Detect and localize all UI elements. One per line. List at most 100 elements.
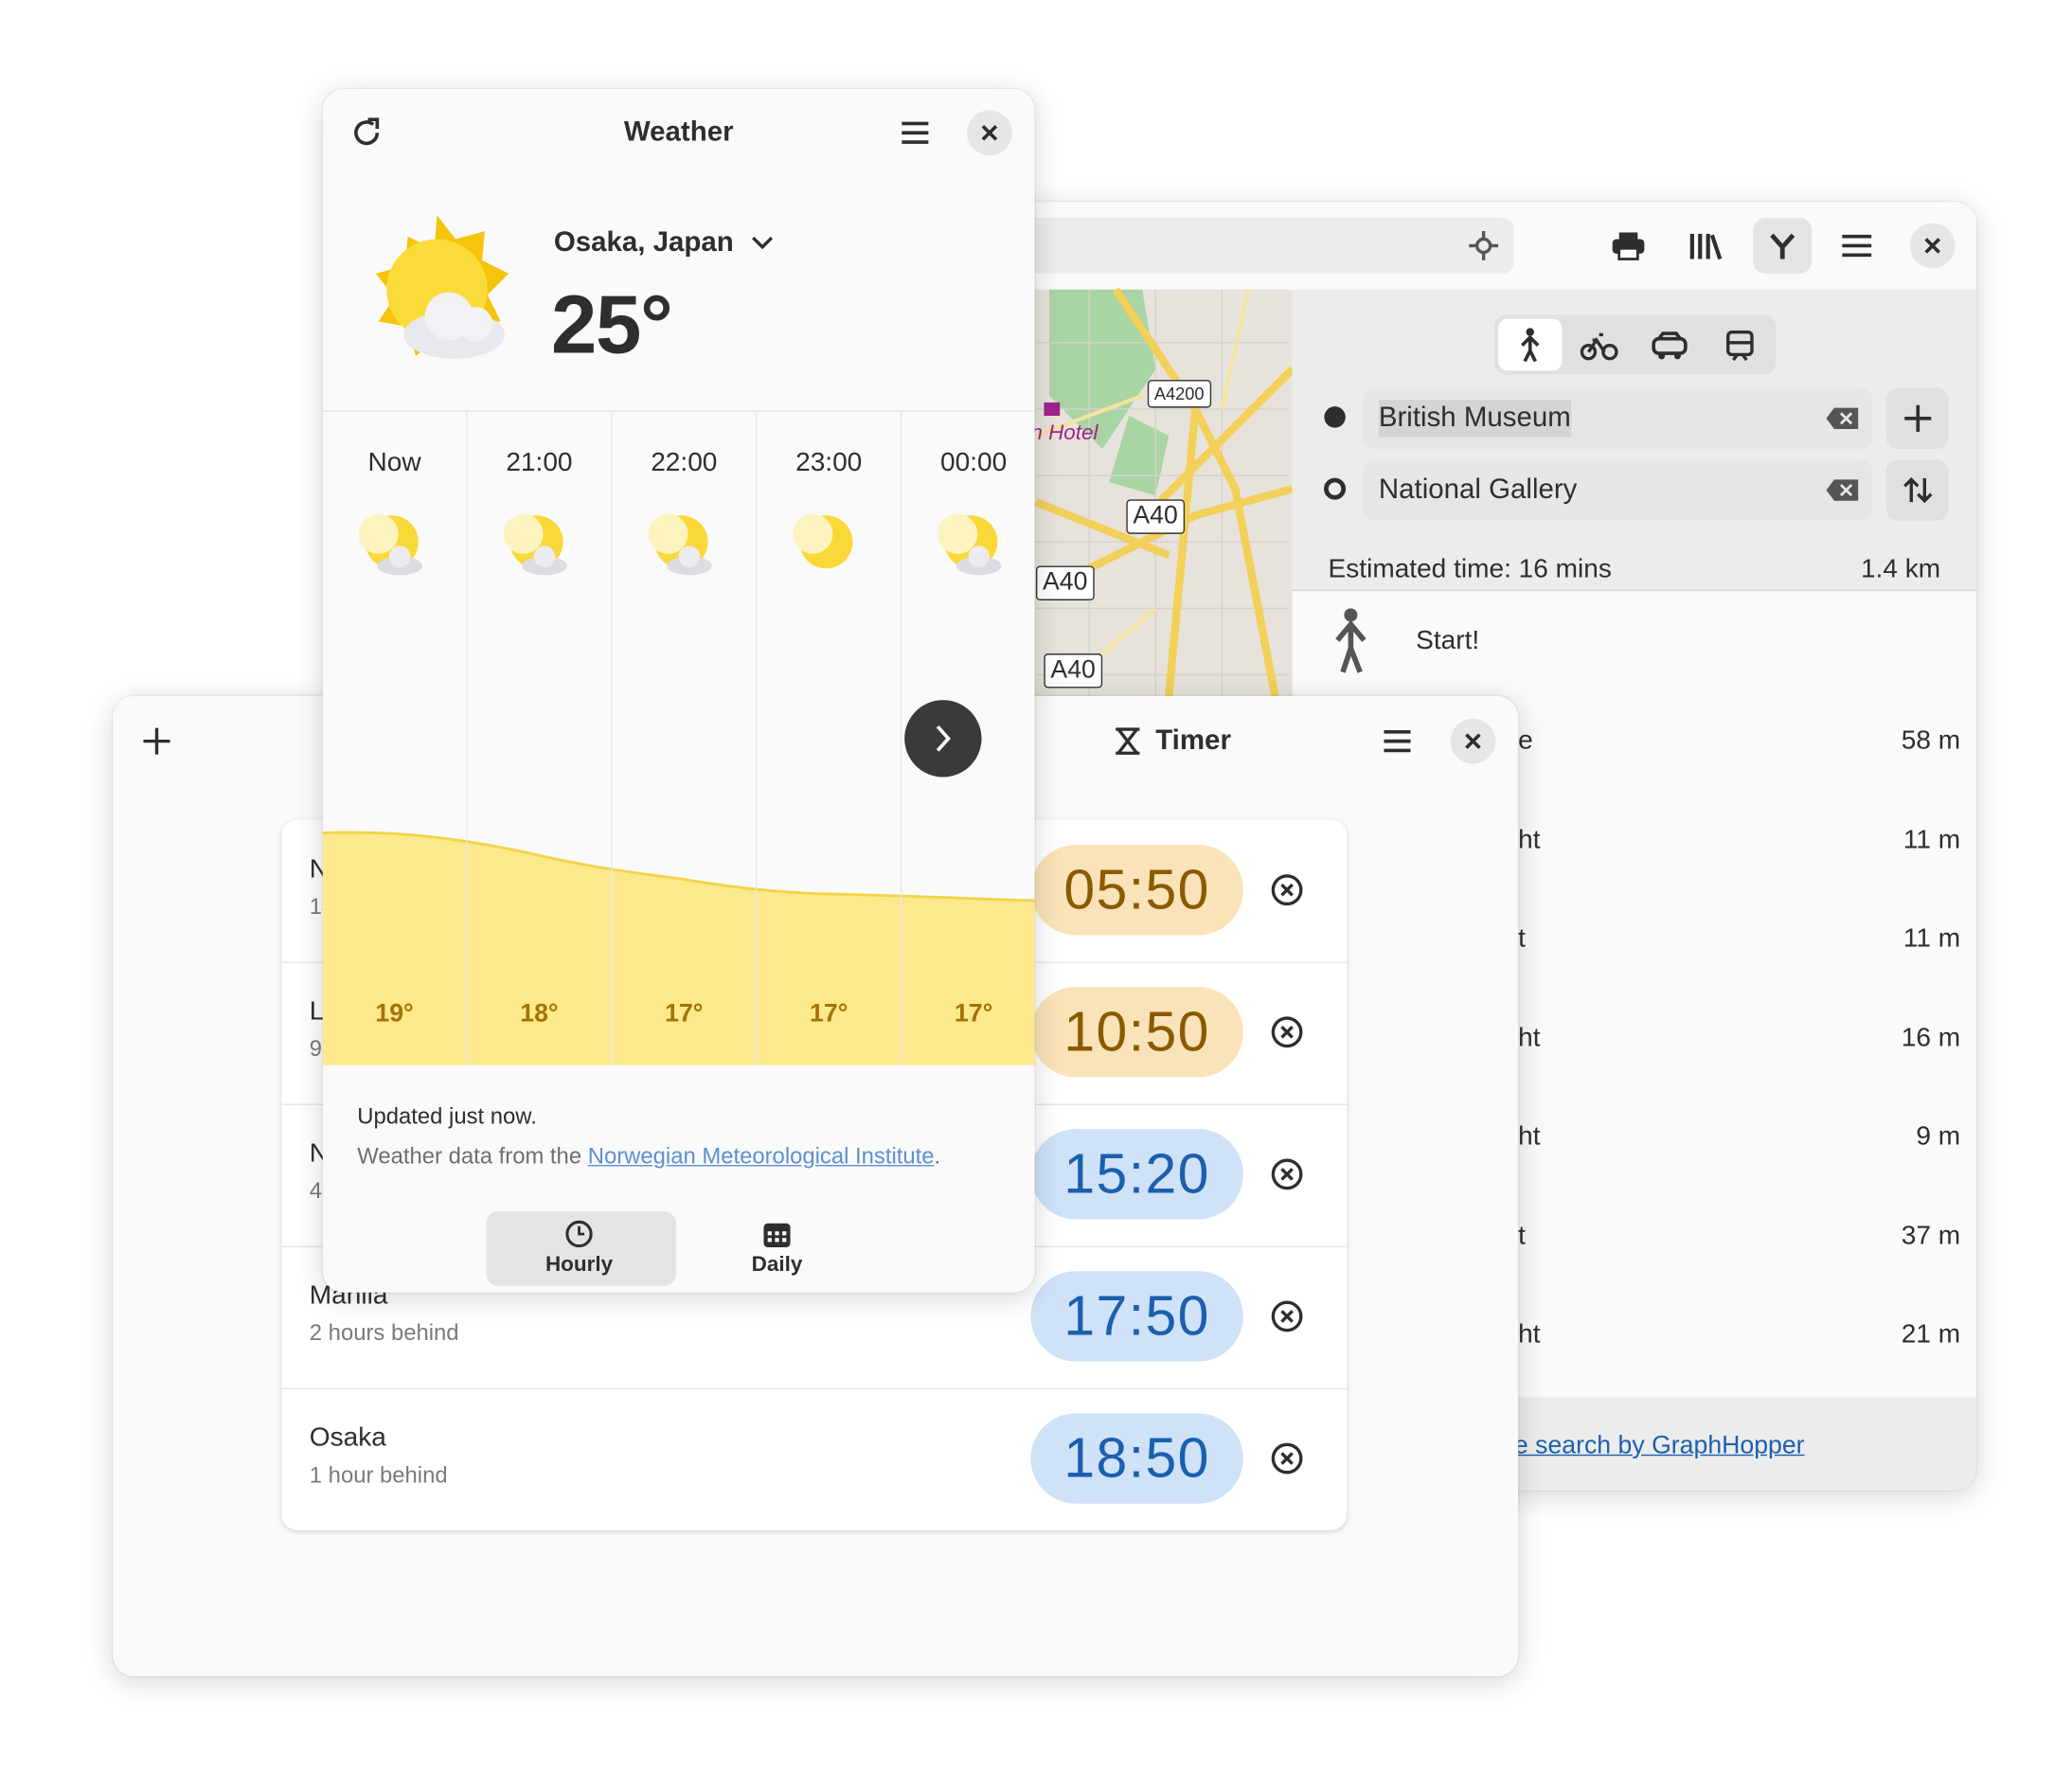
delete-icon: [1271, 1158, 1303, 1190]
origin-dot: [1324, 406, 1346, 428]
updated-text: Updated just now.: [357, 1103, 537, 1130]
window-title: Weather: [623, 116, 734, 148]
menu-button[interactable]: [1841, 234, 1873, 258]
weather-window: Weather Osaka, Japan 25° Now 19° 21:00 18° 2…: [322, 88, 1035, 1293]
step-distance: 11 m: [1902, 824, 1961, 854]
location[interactable]: Osaka, Japan: [553, 226, 734, 259]
hour-temperature: 18°: [520, 1000, 559, 1029]
clock-name: Osaka: [309, 1422, 386, 1453]
delete-button[interactable]: [1270, 1157, 1304, 1191]
hour-icon: [938, 513, 1002, 576]
road-label: A40: [1044, 653, 1102, 689]
hourly-tab[interactable]: [486, 1211, 676, 1286]
delete-icon: [1280, 883, 1294, 897]
cloud: [388, 546, 411, 567]
delete-button[interactable]: [1270, 1015, 1304, 1049]
tab-label[interactable]: Hourly: [545, 1254, 614, 1277]
delete-icon: [1280, 1452, 1294, 1465]
delete-button[interactable]: [1270, 872, 1304, 906]
credit-link[interactable]: Norwegian Meteorological Institute: [587, 1143, 935, 1170]
window-title: Timer: [1155, 724, 1231, 757]
road-label: A4200: [1147, 380, 1211, 408]
route-icon: [1770, 233, 1795, 259]
next-button[interactable]: [904, 700, 982, 778]
menu-button[interactable]: [1383, 729, 1412, 753]
tab-label[interactable]: Daily: [751, 1254, 803, 1277]
menu-button[interactable]: [901, 121, 930, 145]
delete-icon: [1280, 1025, 1294, 1039]
weather-icon: [375, 215, 509, 359]
poi-label: n Hotel: [1030, 422, 1099, 445]
time-pill: 18:50: [1030, 1413, 1243, 1504]
temperature-area: [322, 831, 1035, 1065]
car-mode[interactable]: [1651, 331, 1688, 360]
location-icon[interactable]: [1468, 230, 1500, 262]
bike-mode[interactable]: [1580, 331, 1618, 361]
cloud: [533, 546, 556, 567]
clear-button[interactable]: [1825, 406, 1859, 430]
origin-text[interactable]: British Museum: [1378, 400, 1571, 438]
delete-button[interactable]: [1270, 1441, 1304, 1476]
library-button[interactable]: [1688, 231, 1723, 260]
walk-step-icon: [1335, 608, 1366, 673]
hour-icon: [648, 513, 712, 576]
step-text: t: [1518, 1220, 1526, 1250]
step-distance: 9 m: [1916, 1121, 1961, 1152]
hour-label: 22:00: [651, 448, 718, 478]
hour-temperature: 17°: [665, 1000, 704, 1029]
time-pill: 05:50: [1030, 845, 1243, 936]
delete-icon: [1271, 1016, 1303, 1048]
add-button[interactable]: [142, 726, 171, 756]
column-divider: [756, 411, 758, 1065]
delete-icon: [1280, 1310, 1294, 1323]
moon-shadow: [938, 513, 978, 554]
clock-name: L: [309, 996, 325, 1027]
hour-icon: [793, 513, 853, 569]
transit-mode[interactable]: [1724, 330, 1757, 362]
destination-text[interactable]: National Gallery: [1378, 474, 1578, 505]
close-icon: [1465, 733, 1481, 749]
step-distance: 37 m: [1901, 1220, 1961, 1250]
clear-button[interactable]: [1825, 478, 1859, 502]
step-distance: 11 m: [1902, 923, 1961, 954]
step-text: ht: [1518, 824, 1541, 854]
time-pill: 17:50: [1030, 1271, 1243, 1362]
delete-icon: [1280, 1168, 1294, 1181]
refresh-button[interactable]: [350, 116, 383, 149]
credit-suffix: .: [934, 1143, 941, 1170]
walk-icon: [1521, 328, 1540, 363]
graphhopper-link[interactable]: e search by GraphHopper: [1513, 1431, 1805, 1460]
moon-shadow: [358, 513, 399, 554]
hour-icon: [503, 513, 567, 576]
credit-prefix: Weather data from the: [357, 1143, 582, 1170]
step-text: ht: [1518, 1121, 1541, 1152]
hour-label: 00:00: [939, 448, 1008, 478]
step-distance: 58 m: [1901, 725, 1961, 756]
destination-entry[interactable]: [1363, 459, 1873, 521]
cloud: [968, 546, 990, 567]
timer-icon: [1116, 727, 1140, 755]
add-icon: [1904, 404, 1932, 432]
current-temperature: 25°: [551, 279, 673, 372]
delete-button[interactable]: [1270, 1299, 1304, 1333]
print-button[interactable]: [1611, 231, 1645, 260]
credit: Weather data from the Norwegian Meteorol…: [357, 1144, 940, 1171]
clock-detail: 2 hours behind: [309, 1320, 459, 1346]
hourly-icon: [565, 1220, 593, 1248]
moon-shadow: [648, 513, 688, 554]
time-pill: 10:50: [1030, 987, 1243, 1078]
swap-icon: [1903, 476, 1933, 504]
clock-detail: 9: [309, 1035, 323, 1062]
route-distance: 1.4 km: [1860, 554, 1941, 584]
swap-button[interactable]: [1885, 459, 1949, 521]
column-divider: [466, 411, 468, 1065]
hour-label: 23:00: [795, 448, 863, 478]
location-chevron[interactable]: [752, 236, 774, 250]
separator: [322, 410, 1035, 412]
column-divider: [611, 411, 613, 1065]
time-pill: 15:20: [1030, 1129, 1243, 1220]
delete-icon: [1271, 1442, 1303, 1475]
hourly-forecast: Now 19° 21:00 18° 22:00 17° 23:00 17° 00:00 17°: [322, 411, 1035, 1065]
